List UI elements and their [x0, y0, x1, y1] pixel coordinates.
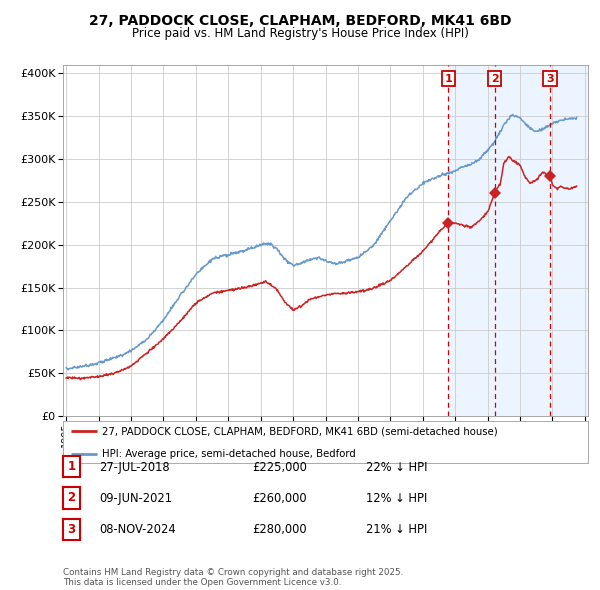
- Text: HPI: Average price, semi-detached house, Bedford: HPI: Average price, semi-detached house,…: [103, 449, 356, 459]
- Text: 21% ↓ HPI: 21% ↓ HPI: [366, 523, 427, 536]
- Text: 27, PADDOCK CLOSE, CLAPHAM, BEDFORD, MK41 6BD: 27, PADDOCK CLOSE, CLAPHAM, BEDFORD, MK4…: [89, 14, 511, 28]
- Text: £260,000: £260,000: [252, 492, 307, 505]
- Text: £225,000: £225,000: [252, 461, 307, 474]
- Text: 1: 1: [444, 74, 452, 84]
- Text: 22% ↓ HPI: 22% ↓ HPI: [366, 461, 427, 474]
- Text: 27, PADDOCK CLOSE, CLAPHAM, BEDFORD, MK41 6BD (semi-detached house): 27, PADDOCK CLOSE, CLAPHAM, BEDFORD, MK4…: [103, 427, 498, 436]
- Text: 27-JUL-2018: 27-JUL-2018: [99, 461, 170, 474]
- Text: 2: 2: [67, 491, 76, 504]
- Text: 1: 1: [67, 460, 76, 473]
- Text: 2: 2: [491, 74, 499, 84]
- Text: 12% ↓ HPI: 12% ↓ HPI: [366, 492, 427, 505]
- Text: 08-NOV-2024: 08-NOV-2024: [99, 523, 176, 536]
- Bar: [448, 65, 588, 416]
- Text: 09-JUN-2021: 09-JUN-2021: [99, 492, 172, 505]
- Text: 3: 3: [546, 74, 554, 84]
- Text: Price paid vs. HM Land Registry's House Price Index (HPI): Price paid vs. HM Land Registry's House …: [131, 27, 469, 40]
- Text: Contains HM Land Registry data © Crown copyright and database right 2025.
This d: Contains HM Land Registry data © Crown c…: [63, 568, 403, 587]
- Text: 3: 3: [67, 523, 76, 536]
- Text: £280,000: £280,000: [252, 523, 307, 536]
